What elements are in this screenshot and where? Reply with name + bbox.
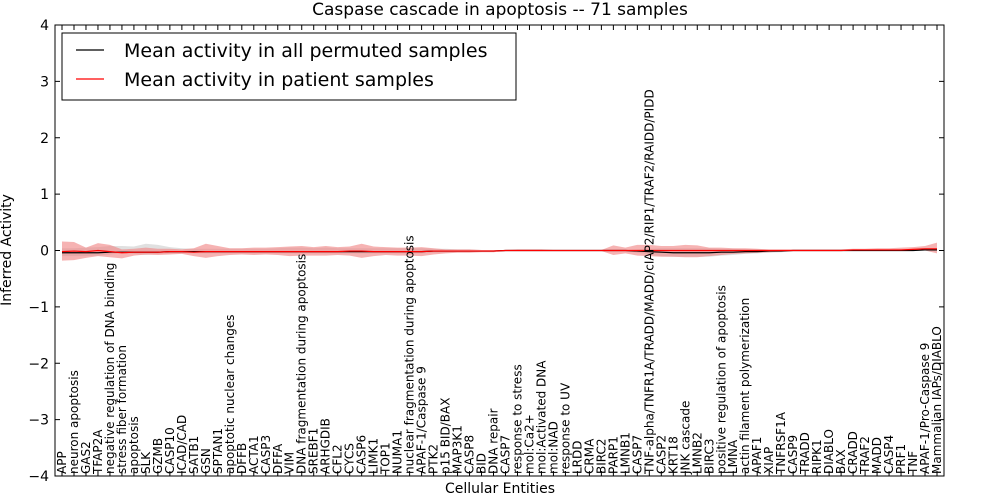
x-tick-label: response to UV <box>558 382 572 474</box>
x-tick-label: p15 BID/BAX <box>439 398 453 474</box>
x-tick-label: stress fiber formation <box>115 345 129 474</box>
y-tick-label: −2 <box>28 356 49 372</box>
legend-label-permuted: Mean activity in all permuted samples <box>124 40 487 62</box>
x-tick-label: CRADD <box>846 431 860 474</box>
y-tick-label: 4 <box>40 18 49 34</box>
line-patient <box>61 248 937 254</box>
x-tick-label: APAF-1/Pro-Caspase 9 <box>918 343 932 474</box>
x-tick-label: BID <box>475 453 489 474</box>
x-tick-label: neuron apoptosis <box>67 370 81 474</box>
x-tick-label: CASP3 <box>259 435 273 474</box>
x-axis-title: Cellular Entities <box>445 481 555 497</box>
x-tick-label: LMNB2 <box>690 432 704 474</box>
x-tick-label: CASP8 <box>463 435 477 474</box>
x-tick-label: JNK cascade <box>678 401 692 475</box>
x-tick-label: VIM <box>283 452 297 474</box>
x-tick-label: SREBF1 <box>307 428 321 474</box>
x-tick-label: PRF1 <box>894 444 908 474</box>
x-tick-label: BIRC3 <box>702 438 716 474</box>
y-axis-ticks: −4 −3 −2 −1 0 1 2 3 4 <box>28 18 944 485</box>
x-tick-label: mol:Activated DNA <box>534 360 548 474</box>
x-tick-label: MAP3K1 <box>451 425 465 474</box>
x-tick-label: SLK <box>139 451 153 474</box>
x-tick-label: GZMB <box>151 438 165 474</box>
x-tick-label: negative regulation of DNA binding <box>103 263 117 474</box>
x-tick-label: CASP4 <box>882 435 896 474</box>
x-tick-label: SPTAN1 <box>211 428 225 474</box>
x-tick-label: positive regulation of apoptosis <box>714 285 728 474</box>
x-tick-label: CYCS <box>343 443 357 474</box>
x-tick-label: GAS2 <box>79 441 93 474</box>
x-tick-label: CASP9 <box>786 435 800 474</box>
y-tick-label: −4 <box>28 469 49 485</box>
x-tick-label: TNF <box>906 451 920 475</box>
x-tick-label: APP <box>55 451 69 474</box>
x-tick-label: ACTA1 <box>247 435 261 474</box>
x-tick-label: LRDD <box>570 440 584 474</box>
x-tick-label: actin filament polymerization <box>738 298 752 474</box>
x-tick-label: APAF-1/Caspase 9 <box>415 366 429 474</box>
x-tick-label: ARHGDIB <box>319 418 333 474</box>
x-tick-label: DFFB <box>235 443 249 474</box>
x-tick-label: DIABLO <box>822 429 836 474</box>
x-tick-label: PTK2 <box>427 444 441 474</box>
x-tick-label: CASP6 <box>355 435 369 474</box>
x-tick-label: TRAF2 <box>858 436 872 475</box>
y-tick-label: 3 <box>40 74 49 90</box>
series-lines <box>61 248 937 254</box>
y-tick-label: −1 <box>28 300 49 316</box>
x-tick-label: ICAD/CAD <box>175 415 189 474</box>
legend-label-patient: Mean activity in patient samples <box>124 69 434 91</box>
x-tick-label: apoptosis <box>127 416 141 474</box>
x-tick-label: TFAP2A <box>91 429 105 475</box>
x-tick-label: XIAP <box>762 447 776 474</box>
x-tick-label: GSN <box>199 448 213 474</box>
legend: Mean activity in all permuted samples Me… <box>61 32 517 101</box>
x-tick-label: Mammalian IAPs/DIABLO <box>930 326 944 474</box>
x-tick-label: DNA repair <box>487 408 501 474</box>
x-tick-label: BIRC2 <box>594 438 608 474</box>
plot-frame <box>54 24 945 477</box>
x-tick-label: response to stress <box>510 364 524 474</box>
legend-box <box>61 32 517 101</box>
x-tick-label: APAF1 <box>750 437 764 474</box>
x-tick-label: LMNB1 <box>618 432 632 474</box>
x-tick-label: MADD <box>870 437 884 474</box>
y-axis-title: Inferred Activity <box>0 194 15 306</box>
y-tick-label: 2 <box>40 131 49 147</box>
x-tick-label: CASP7 <box>498 435 512 474</box>
x-tick-label: CASP10 <box>163 427 177 474</box>
x-tick-label: TRADD <box>798 432 812 475</box>
x-tick-label: LMNA <box>726 439 740 474</box>
y-tick-label: −3 <box>28 413 49 429</box>
y-tick-label: 0 <box>40 244 49 260</box>
x-tick-label: NUMA1 <box>391 430 405 474</box>
x-tick-label: TNFRSF1A <box>774 411 788 475</box>
x-tick-label: CFL2 <box>331 444 345 474</box>
y-tick-label: 1 <box>40 187 49 203</box>
x-tick-label: mol:Ca2+ <box>522 414 536 474</box>
x-tick-label: SATB1 <box>187 436 201 474</box>
x-tick-label: CRMA <box>582 438 596 474</box>
x-tick-label: DFFA <box>271 443 285 474</box>
x-tick-label: CASP2 <box>654 435 668 474</box>
x-tick-label: PARP1 <box>606 436 620 474</box>
x-tick-label: TOP1 <box>379 442 393 475</box>
x-tick-label: RIPK1 <box>810 439 824 474</box>
x-tick-label: CASP7 <box>630 435 644 474</box>
x-tick-label: LIMK1 <box>367 438 381 474</box>
x-tick-label: nuclear fragmentation during apoptosis <box>403 235 417 474</box>
x-tick-label: BAX <box>834 449 848 474</box>
chart-title: Caspase cascade in apoptosis -- 71 sampl… <box>312 0 688 20</box>
x-tick-label: DNA fragmentation during apoptosis <box>295 254 309 474</box>
x-tick-label: apoptotic nuclear changes <box>223 315 237 474</box>
x-tick-label: mol:NAD <box>546 421 560 474</box>
x-tick-label: TNF-alpha/TNFR1A/TRADD/MADD/cIAP2/RIP1/T… <box>642 89 656 475</box>
x-tick-label: KRT18 <box>666 436 680 474</box>
